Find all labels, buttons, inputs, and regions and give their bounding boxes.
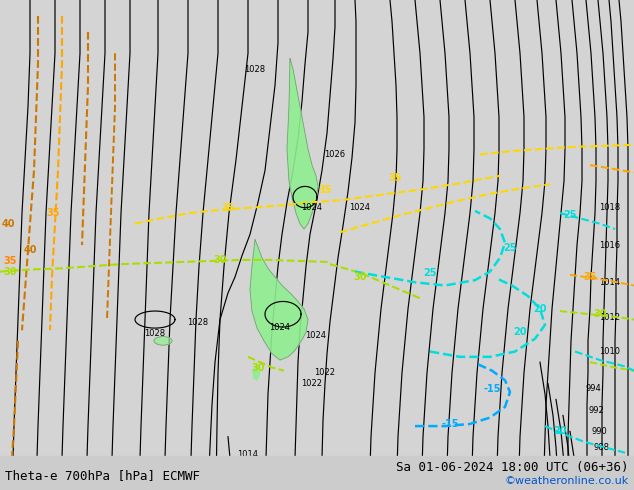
Text: Sa 01-06-2024 18:00 UTC (06+36): Sa 01-06-2024 18:00 UTC (06+36) bbox=[396, 461, 629, 474]
Text: 988: 988 bbox=[594, 443, 610, 452]
Text: 1028: 1028 bbox=[245, 65, 266, 74]
Text: 40: 40 bbox=[23, 245, 37, 255]
Text: 1024: 1024 bbox=[269, 322, 290, 332]
Text: -15: -15 bbox=[483, 384, 501, 394]
Text: -15: -15 bbox=[386, 472, 404, 482]
Text: 35: 35 bbox=[3, 256, 16, 266]
Text: 1012: 1012 bbox=[245, 469, 266, 479]
Text: 1018: 1018 bbox=[599, 203, 621, 212]
Text: -15: -15 bbox=[441, 419, 459, 429]
Text: 1028: 1028 bbox=[145, 329, 165, 338]
Text: ©weatheronline.co.uk: ©weatheronline.co.uk bbox=[505, 476, 629, 487]
Text: 1022: 1022 bbox=[314, 368, 335, 377]
Text: 1024: 1024 bbox=[349, 203, 370, 212]
Text: 30: 30 bbox=[593, 309, 607, 319]
Text: 986: 986 bbox=[597, 462, 613, 471]
Bar bbox=[0, 456, 634, 490]
Polygon shape bbox=[250, 240, 308, 360]
Text: 25: 25 bbox=[503, 243, 517, 253]
Text: 1022: 1022 bbox=[302, 379, 323, 388]
Text: 1026: 1026 bbox=[325, 150, 346, 159]
Text: 1016: 1016 bbox=[599, 241, 621, 249]
Text: 30: 30 bbox=[353, 272, 366, 282]
Text: 25: 25 bbox=[424, 268, 437, 278]
Text: 30: 30 bbox=[213, 255, 227, 265]
Text: 990: 990 bbox=[591, 427, 607, 436]
Text: 20: 20 bbox=[533, 304, 547, 314]
Text: 992: 992 bbox=[588, 406, 604, 415]
Text: 30: 30 bbox=[251, 363, 265, 372]
Text: 1012: 1012 bbox=[600, 313, 621, 322]
Text: 1024: 1024 bbox=[306, 331, 327, 340]
Text: 1010: 1010 bbox=[600, 347, 621, 356]
Polygon shape bbox=[287, 59, 318, 229]
Text: 1024: 1024 bbox=[302, 203, 323, 212]
Polygon shape bbox=[253, 366, 260, 380]
Ellipse shape bbox=[154, 337, 172, 345]
Text: Theta-e 700hPa [hPa] ECMWF: Theta-e 700hPa [hPa] ECMWF bbox=[5, 468, 200, 482]
Text: 20: 20 bbox=[553, 426, 567, 437]
Text: 20: 20 bbox=[514, 327, 527, 337]
Text: 35: 35 bbox=[388, 173, 402, 183]
Text: 35: 35 bbox=[46, 208, 60, 218]
Text: 1028: 1028 bbox=[188, 318, 209, 327]
Text: 35: 35 bbox=[221, 203, 235, 213]
Text: 35: 35 bbox=[318, 185, 332, 195]
Text: 25: 25 bbox=[563, 210, 577, 220]
Text: 1014: 1014 bbox=[238, 450, 259, 459]
Text: 1014: 1014 bbox=[600, 278, 621, 287]
Text: 30: 30 bbox=[3, 267, 16, 277]
Text: 40: 40 bbox=[1, 219, 15, 229]
Text: 35: 35 bbox=[583, 272, 597, 282]
Text: 994: 994 bbox=[585, 384, 601, 393]
